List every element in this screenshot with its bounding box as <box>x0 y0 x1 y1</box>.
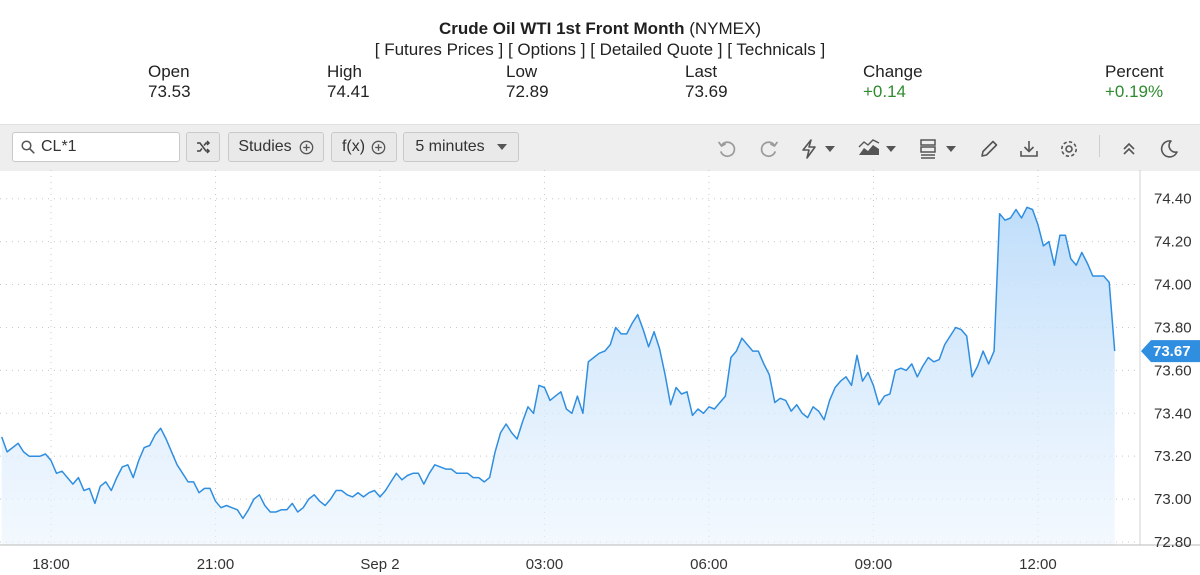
stat-change-value: +0.14 <box>863 82 907 101</box>
last-price-badge: 73.67 <box>1141 340 1200 363</box>
y-tick-label: 73.80 <box>1154 319 1192 336</box>
stat-high-value: 74.41 <box>327 82 370 101</box>
x-tick-label: 09:00 <box>855 556 893 573</box>
stat-percent-value: +0.19% <box>1105 82 1164 101</box>
last-price-badge-shape <box>1141 340 1200 363</box>
chevron-down-icon <box>496 144 507 150</box>
y-tick-label: 72.80 <box>1154 534 1192 551</box>
stat-high: High 74.41 <box>327 62 370 102</box>
stat-low: Low 72.89 <box>506 62 549 102</box>
toolbar-divider <box>1099 135 1100 157</box>
x-tick-label: 21:00 <box>197 556 235 573</box>
x-tick-label: Sep 2 <box>360 556 399 573</box>
symbol-input[interactable] <box>41 138 161 156</box>
plus-circle-icon <box>299 140 314 154</box>
exchange-label: (NYMEX) <box>689 19 762 38</box>
events-menu[interactable] <box>799 138 837 160</box>
y-tick-label: 73.00 <box>1154 491 1192 508</box>
studies-button[interactable]: Studies <box>228 132 324 162</box>
stat-change: Change +0.14 <box>863 62 923 102</box>
price-chart[interactable]: 74.40 74.20 74.00 73.80 73.60 73.40 73.20 73.00… <box>0 170 1200 575</box>
stat-high-label: High <box>327 62 362 81</box>
compare-button[interactable] <box>186 132 220 162</box>
redo-icon[interactable] <box>758 138 780 160</box>
x-tick-label: 12:00 <box>1019 556 1057 573</box>
lightning-icon <box>802 139 816 159</box>
collapse-icon[interactable] <box>1118 138 1140 160</box>
stat-low-value: 72.89 <box>506 82 549 101</box>
stat-open: Open 73.53 <box>148 62 191 102</box>
stat-last: Last 73.69 <box>685 62 728 102</box>
symbol-search[interactable] <box>12 132 180 162</box>
stat-percent-label: Percent <box>1105 62 1164 81</box>
template-menu[interactable] <box>919 138 959 160</box>
y-axis: 74.40 74.20 74.00 73.80 73.60 73.40 73.20 73.00… <box>1154 191 1192 551</box>
x-tick-label: 03:00 <box>526 556 564 573</box>
chevron-down-icon <box>886 146 896 152</box>
y-tick-label: 74.00 <box>1154 277 1192 294</box>
area-chart-icon <box>858 139 880 155</box>
studies-label: Studies <box>238 138 292 155</box>
template-icon <box>920 139 936 159</box>
detailed-quote-link[interactable]: [ Detailed Quote ] <box>590 40 723 59</box>
technicals-link[interactable]: [ Technicals ] <box>727 40 826 59</box>
instrument-name: Crude Oil WTI 1st Front Month <box>438 19 685 38</box>
quote-links: [ Futures Prices ] [ Options ] [ Detaile… <box>0 40 1200 60</box>
y-tick-label: 74.20 <box>1154 234 1192 251</box>
stat-percent: Percent +0.19% <box>1105 62 1164 102</box>
last-price-label: 73.67 <box>1153 343 1191 360</box>
download-icon[interactable] <box>1018 138 1040 160</box>
fx-button[interactable]: f(x) <box>331 132 397 162</box>
futures-prices-link[interactable]: [ Futures Prices ] <box>374 40 504 59</box>
chart-toolbar: Studies f(x) 5 minutes <box>0 124 1200 171</box>
x-tick-label: 06:00 <box>690 556 728 573</box>
options-link[interactable]: [ Options ] <box>507 40 586 59</box>
moon-icon[interactable] <box>1158 138 1180 160</box>
stat-change-label: Change <box>863 62 923 81</box>
stat-low-label: Low <box>506 62 538 81</box>
search-icon <box>21 140 35 154</box>
price-area <box>1 207 1115 546</box>
price-line <box>0 206 1116 520</box>
chart-type-menu[interactable] <box>858 138 898 160</box>
x-tick-label: 18:00 <box>32 556 70 573</box>
y-tick-label: 74.40 <box>1154 191 1192 208</box>
plus-circle-icon <box>371 140 386 154</box>
stat-open-value: 73.53 <box>148 82 191 101</box>
fx-label: f(x) <box>341 138 366 155</box>
chevron-down-icon <box>825 146 835 152</box>
quote-title: Crude Oil WTI 1st Front Month (NYMEX) <box>0 19 1200 39</box>
gear-icon[interactable] <box>1058 138 1080 160</box>
y-tick-label: 73.40 <box>1154 405 1192 422</box>
y-tick-label: 73.60 <box>1154 362 1192 379</box>
stat-last-label: Last <box>685 62 718 81</box>
chevron-down-icon <box>946 146 956 152</box>
x-axis: 18:00 21:00 Sep 2 03:00 06:00 09:00 12:00 <box>32 556 1056 573</box>
pencil-icon[interactable] <box>978 138 1000 160</box>
interval-select[interactable]: 5 minutes <box>403 132 519 162</box>
shuffle-icon <box>197 140 211 154</box>
undo-icon[interactable] <box>716 138 738 160</box>
y-tick-label: 73.20 <box>1154 448 1192 465</box>
interval-label: 5 minutes <box>415 138 485 155</box>
stat-open-label: Open <box>148 62 190 81</box>
stat-last-value: 73.69 <box>685 82 728 101</box>
